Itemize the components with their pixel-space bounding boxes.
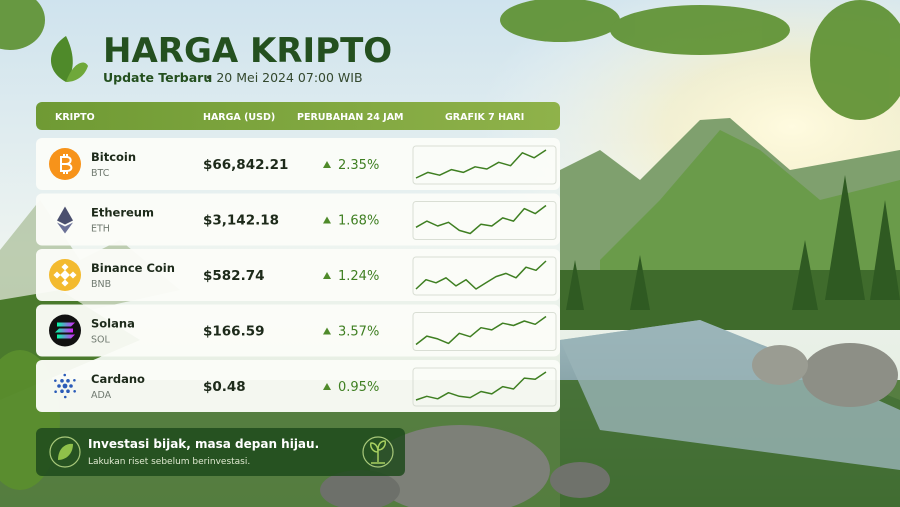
sparkline-frame (412, 256, 557, 296)
table-row: Ethereum ETH $3,142.18 1.68% (36, 193, 560, 246)
coin-icon (73, 378, 76, 382)
coin-icon (57, 334, 75, 339)
coin-icon (55, 328, 73, 333)
coin-icon (66, 389, 70, 393)
column-header: GRAFIK 7 HARI (445, 112, 524, 123)
table-row: Solana SOL $166.59 3.57% (36, 304, 560, 357)
table-row: Cardano ADA $0.48 0.95% (36, 360, 560, 412)
coin-icon (63, 395, 67, 399)
price-change: 0.95% (338, 380, 379, 395)
coin-ticker: ADA (91, 390, 112, 401)
table-header (36, 102, 560, 130)
sparkline (415, 371, 547, 401)
rows: Bitcoin BTC $66,842.21 2.35% Ethereum ETH $3,1… (36, 138, 560, 412)
coin-icon (60, 379, 64, 383)
sparkline (415, 204, 547, 235)
price-change: 1.24% (338, 269, 379, 284)
coin-price: $166.59 (203, 324, 265, 340)
sparkline (415, 149, 547, 179)
coin-icon (60, 389, 64, 393)
up-arrow (323, 216, 331, 224)
sparkline (415, 260, 547, 290)
footer-headline: Investasi bijak, masa depan hijau. (88, 437, 319, 451)
column-header: HARGA (USD) (203, 112, 275, 123)
coin-ticker: SOL (91, 335, 111, 346)
coin-icon (61, 263, 69, 271)
coin-icon (69, 271, 77, 279)
coin-name: Bitcoin (91, 150, 136, 164)
coin-icon (61, 279, 69, 287)
coin-icon (69, 384, 73, 388)
coin-icon (62, 383, 68, 389)
coin-icon (54, 379, 57, 383)
coin-ticker: BTC (91, 168, 110, 179)
coin-icon (57, 222, 73, 234)
column-header: PERUBAHAN 24 JAM (297, 112, 404, 123)
coin-icon (60, 154, 73, 174)
coin-icon (57, 384, 61, 388)
coin-name: Binance Coin (91, 261, 175, 275)
up-arrow (323, 272, 331, 279)
sparkline-frame (412, 367, 557, 407)
row-card (36, 193, 560, 246)
up-arrow (323, 383, 331, 390)
coin-ticker: ETH (91, 224, 110, 235)
subtitle: Update Terbaru (103, 70, 212, 85)
coin-price: $0.48 (203, 379, 246, 395)
row-card (36, 249, 560, 301)
coin-name: Ethereum (91, 206, 154, 220)
up-arrow (323, 161, 331, 168)
title: HARGA KRIPTO (103, 31, 392, 71)
column-header: KRIPTO (55, 112, 95, 123)
sparkline-frame (412, 145, 557, 185)
coin-price: $66,842.21 (203, 157, 288, 173)
table-row: Bitcoin BTC $66,842.21 2.35% (36, 138, 560, 190)
row-card (36, 360, 560, 412)
coin-icon (53, 271, 61, 279)
coin-icon (57, 206, 73, 225)
footer-note: Lakukan riset sebelum berinvestasi. (88, 457, 250, 467)
sparkline (415, 315, 547, 346)
price-change: 3.57% (338, 325, 379, 340)
coin-ticker: BNB (91, 279, 111, 290)
table-row: Binance Coin BNB $582.74 1.24% (36, 249, 560, 301)
logo (50, 36, 88, 82)
coin-price: $582.74 (203, 268, 265, 284)
price-change: 2.35% (338, 158, 379, 173)
sparkline-frame (412, 201, 557, 240)
up-arrow (323, 327, 331, 335)
coin-icon (66, 379, 70, 383)
update-date: • 20 Mei 2024 07:00 WIB (205, 70, 363, 85)
row-card (36, 304, 560, 357)
coin-price: $3,142.18 (203, 213, 279, 229)
coin-icon (57, 322, 75, 327)
coin-name: Cardano (91, 372, 145, 386)
coin-icon (63, 373, 67, 377)
coin-icon (73, 389, 76, 393)
price-change: 1.68% (338, 214, 379, 229)
sparkline-frame (412, 312, 557, 351)
footer: Investasi bijak, masa depan hijau. Lakuk… (36, 428, 405, 476)
coin-icon (54, 390, 57, 394)
row-card (36, 138, 560, 190)
coin-name: Solana (91, 317, 135, 331)
